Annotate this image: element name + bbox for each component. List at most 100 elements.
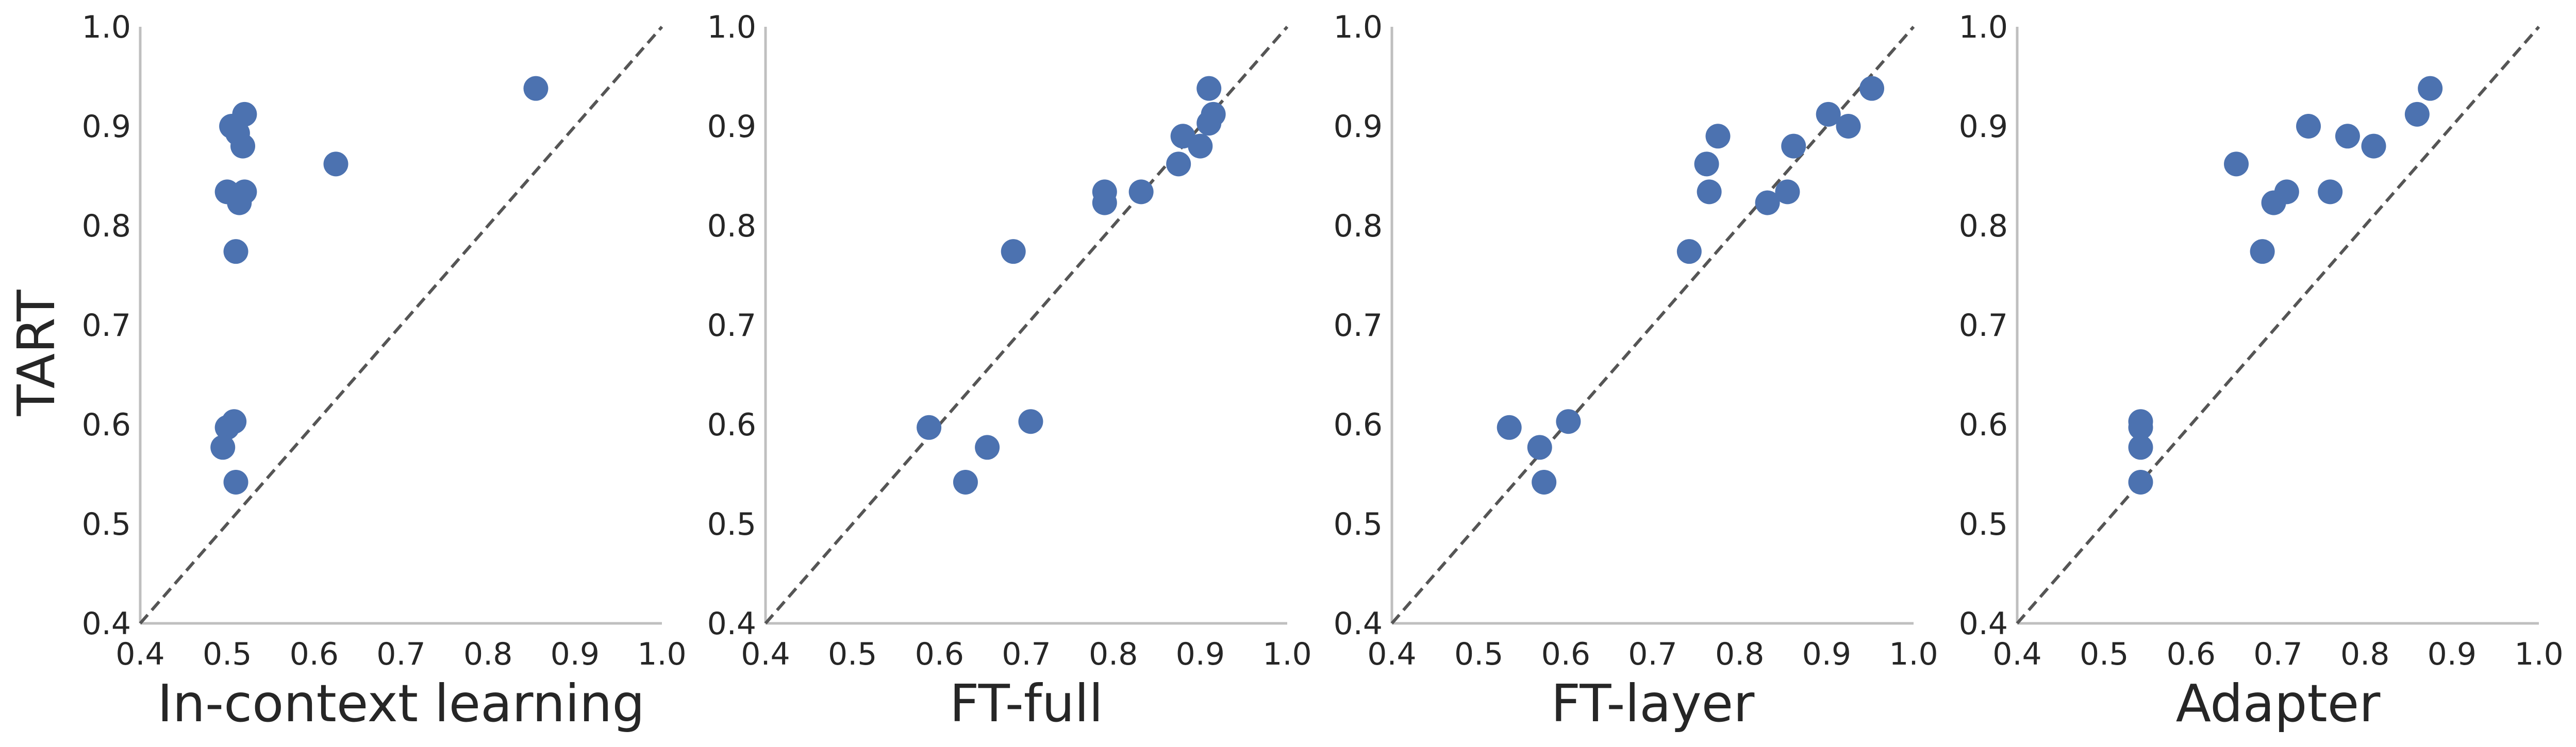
x-tick-label: 0.6	[915, 636, 964, 672]
x-axis-label: In-context learning	[157, 673, 645, 734]
y-tick-label: 0.6	[1334, 407, 1383, 443]
data-point	[1775, 179, 1800, 205]
x-tick-label: 0.5	[203, 636, 252, 672]
x-tick-label: 0.7	[1002, 636, 1051, 672]
x-tick-label: 0.9	[551, 636, 600, 672]
diagonal-reference-line	[1390, 26, 1915, 624]
data-point	[1527, 435, 1552, 460]
data-point	[1859, 76, 1885, 101]
y-axis-label: TART	[6, 290, 67, 417]
x-tick-label: 0.4	[1367, 636, 1416, 672]
data-point	[2318, 179, 2343, 205]
y-tick-label: 1.0	[1334, 9, 1383, 45]
data-point	[1166, 151, 1191, 177]
data-point	[523, 76, 549, 101]
data-point	[1816, 101, 1841, 127]
x-tick-label: 0.5	[828, 636, 877, 672]
data-point	[230, 133, 256, 159]
data-point	[214, 415, 240, 440]
data-point	[975, 435, 1000, 460]
data-point	[1697, 179, 1722, 205]
data-point	[2404, 101, 2430, 127]
data-point	[2361, 133, 2386, 159]
data-point	[1128, 179, 1154, 205]
data-point	[1781, 133, 1806, 159]
data-point	[2128, 415, 2153, 440]
x-tick-label: 0.4	[115, 636, 164, 672]
x-tick-label: 0.6	[2167, 636, 2216, 672]
y-tick-label: 0.7	[82, 308, 131, 344]
data-point	[210, 435, 236, 460]
scatter-panel-1: 0.4 0.5 0.6 0.7 0.8 0.9 1.0 0.4 0.5 0.6 0.7 0.8 0.9 1…	[82, 9, 687, 734]
x-tick-label: 0.4	[1992, 636, 2041, 672]
data-point	[1836, 114, 1861, 139]
x-axis-label: FT-layer	[1551, 673, 1755, 734]
y-tick-label: 0.9	[1334, 109, 1383, 145]
x-tick-label: 0.8	[1715, 636, 1764, 672]
data-point	[1705, 124, 1731, 149]
x-tick-label: 1.0	[1262, 636, 1311, 672]
data-point	[953, 469, 978, 495]
x-tick-label: 0.5	[2080, 636, 2129, 672]
data-point	[1188, 133, 1213, 159]
scatter-panel-2: 0.4 0.5 0.6 0.7 0.8 0.9 1.0 0.4 0.5 0.6 0.7 0.8 0.9 1…	[707, 9, 1312, 734]
y-tick-label: 0.4	[1959, 606, 2008, 642]
data-point	[1676, 239, 1702, 264]
y-tick-label: 0.4	[707, 606, 756, 642]
diagonal-reference-line	[764, 26, 1289, 624]
x-tick-label: 0.5	[1454, 636, 1503, 672]
data-point	[1018, 409, 1043, 434]
data-point	[223, 469, 248, 495]
data-point	[2250, 239, 2275, 264]
x-tick-label: 0.8	[2340, 636, 2389, 672]
y-tick-label: 0.8	[1334, 208, 1383, 244]
y-tick-label: 0.6	[82, 407, 131, 443]
data-point	[2418, 76, 2443, 101]
scatter-panel-4: 0.4 0.5 0.6 0.7 0.8 0.9 1.0 0.4 0.5 0.6 0.7 0.8 0.9 1…	[1959, 9, 2564, 734]
x-tick-label: 0.4	[741, 636, 790, 672]
y-tick-label: 0.4	[1334, 606, 1383, 642]
data-point	[227, 190, 252, 215]
data-point	[1497, 415, 1522, 440]
x-tick-label: 0.7	[1628, 636, 1677, 672]
data-point	[2128, 469, 2153, 495]
x-tick-label: 0.9	[2428, 636, 2477, 672]
y-tick-label: 0.6	[707, 407, 756, 443]
data-point	[1092, 190, 1117, 215]
x-axis-label: FT-full	[950, 673, 1103, 734]
y-tick-label: 1.0	[1959, 9, 2008, 45]
x-tick-label: 1.0	[1889, 636, 1938, 672]
scatter-panel-3: 0.4 0.5 0.6 0.7 0.8 0.9 1.0 0.4 0.5 0.6 0.7 0.8 0.9 1…	[1334, 9, 1938, 734]
x-tick-label: 0.9	[1802, 636, 1851, 672]
y-tick-label: 0.4	[82, 606, 131, 642]
y-tick-label: 0.8	[707, 208, 756, 244]
y-tick-label: 0.5	[707, 506, 756, 542]
data-point	[1755, 190, 1780, 215]
y-tick-label: 1.0	[82, 9, 131, 45]
y-tick-label: 0.7	[1959, 308, 2008, 344]
x-tick-label: 1.0	[2514, 636, 2563, 672]
data-point	[1196, 76, 1222, 101]
data-point	[1196, 111, 1222, 136]
y-tick-label: 0.5	[1959, 506, 2008, 542]
y-tick-label: 0.9	[1959, 109, 2008, 145]
y-tick-label: 0.5	[82, 506, 131, 542]
y-tick-label: 0.7	[707, 308, 756, 344]
data-point	[2261, 190, 2286, 215]
y-tick-label: 0.8	[1959, 208, 2008, 244]
x-tick-label: 0.7	[376, 636, 425, 672]
x-tick-label: 0.8	[463, 636, 512, 672]
x-tick-label: 0.7	[2253, 636, 2302, 672]
data-point	[1694, 151, 1719, 177]
data-point	[223, 239, 248, 264]
x-tick-label: 0.9	[1176, 636, 1225, 672]
x-tick-label: 0.6	[1541, 636, 1590, 672]
x-tick-label: 1.0	[637, 636, 686, 672]
data-point	[2224, 151, 2249, 177]
data-point	[917, 415, 942, 440]
x-axis-label: Adapter	[2176, 673, 2381, 734]
data-point	[1001, 239, 1026, 264]
x-tick-label: 0.8	[1089, 636, 1138, 672]
data-point	[2128, 435, 2153, 460]
y-tick-label: 1.0	[707, 9, 756, 45]
